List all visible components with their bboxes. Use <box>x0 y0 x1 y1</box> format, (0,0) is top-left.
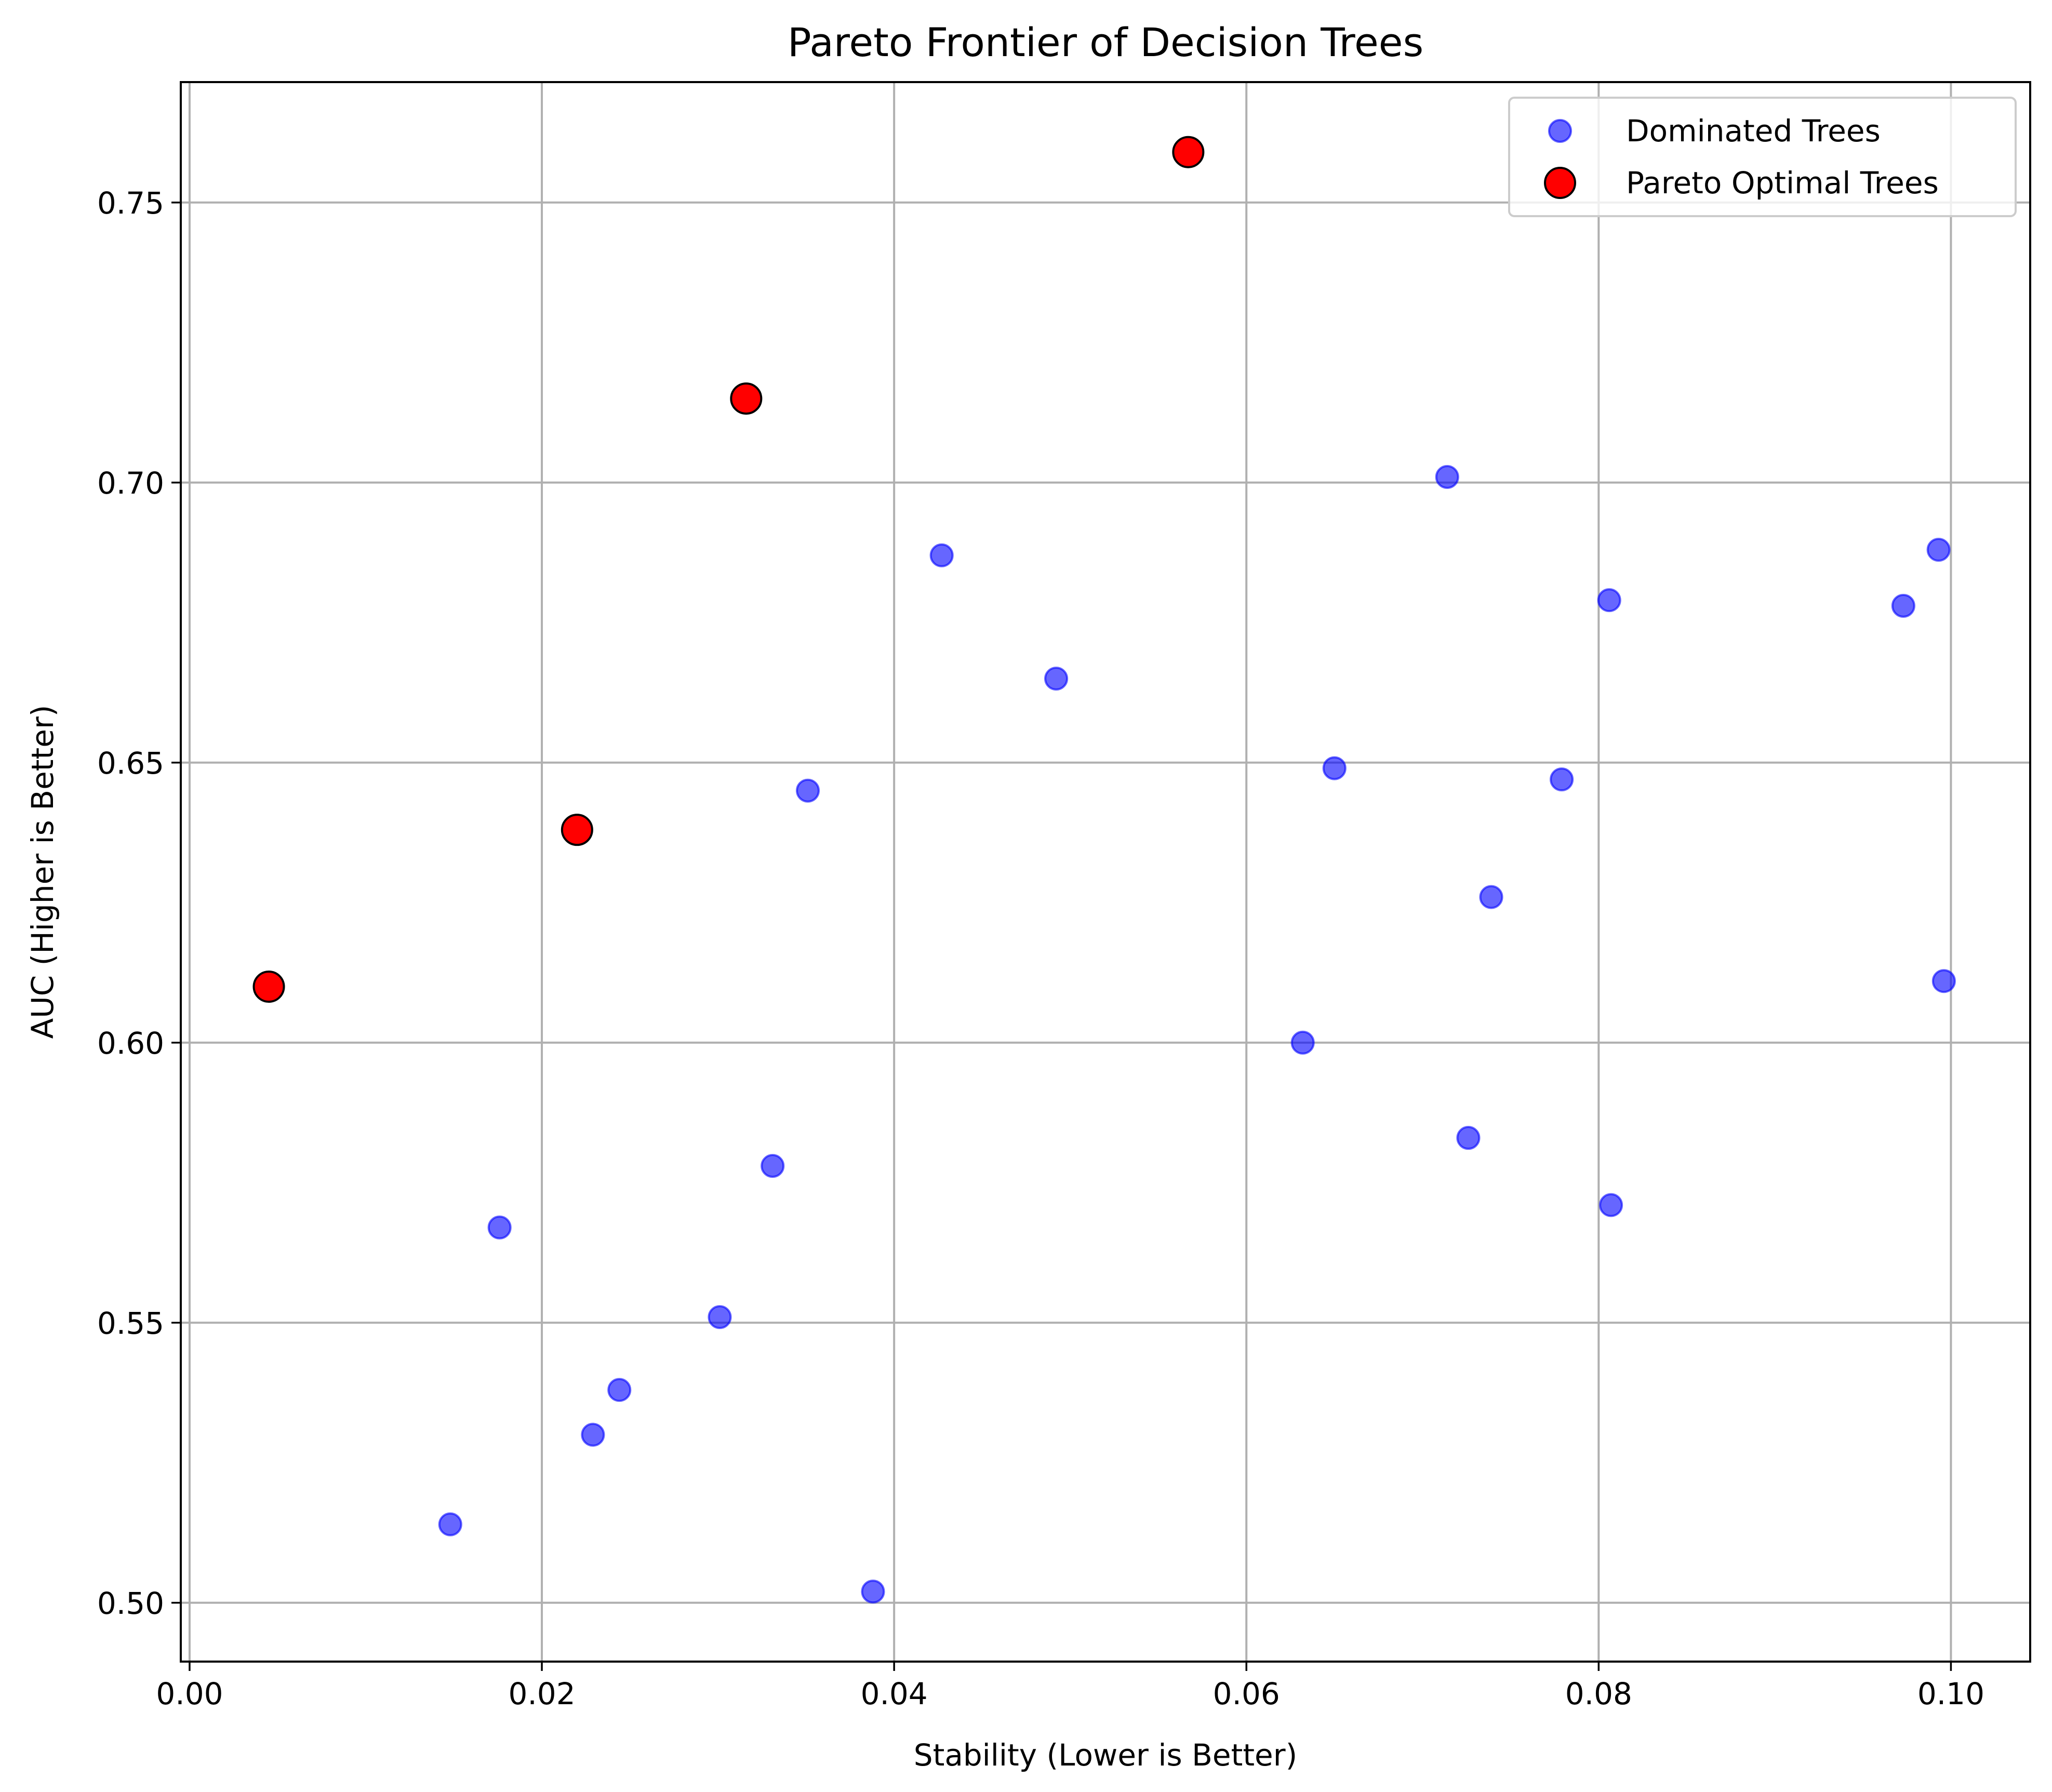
dominated-tree-point <box>861 1579 885 1604</box>
dominated-tree-point <box>487 1215 512 1240</box>
x-tick-label: 0.04 <box>861 1676 928 1711</box>
legend-box <box>1508 97 2017 217</box>
x-tick-label: 0.06 <box>1213 1676 1280 1711</box>
plot-frame <box>180 81 2031 1663</box>
dominated-tree-point <box>1931 969 1956 993</box>
grid-lines <box>181 82 2030 1662</box>
y-tick-label: 0.50 <box>97 1586 164 1621</box>
x-tick-label: 0.10 <box>1917 1676 1984 1711</box>
y-tick-label: 0.75 <box>97 185 164 221</box>
dominated-tree-point <box>929 543 954 567</box>
x-tick-label: 0.02 <box>508 1676 575 1711</box>
y-tick-label: 0.55 <box>97 1306 164 1341</box>
legend: Dominated Trees Pareto Optimal Trees <box>1508 97 2017 217</box>
pareto-optimal-tree-point <box>730 382 763 415</box>
y-axis-label: AUC (Higher is Better) <box>25 705 60 1039</box>
x-axis-label: Stability (Lower is Better) <box>914 1737 1297 1773</box>
dominated-tree-point <box>1597 588 1621 613</box>
y-tick-label: 0.70 <box>97 466 164 501</box>
pareto-optimal-tree-point <box>561 814 593 846</box>
dominated-tree-point <box>1479 885 1503 909</box>
y-axis-ticks: 0.50 0.55 0.60 0.65 0.70 0.75 <box>97 185 181 1621</box>
pareto-optimal-tree-point <box>252 970 285 1003</box>
dominated-tree-point <box>708 1305 732 1330</box>
dominated-tree-point <box>796 778 820 803</box>
dominated-tree-point <box>1926 538 1951 562</box>
x-tick-label: 0.08 <box>1565 1676 1632 1711</box>
dominated-tree-point <box>1456 1126 1481 1150</box>
dominated-tree-point <box>1435 465 1459 489</box>
pareto-optimal-tree-point <box>1172 136 1205 168</box>
x-axis-ticks: 0.00 0.02 0.04 0.06 0.08 0.10 <box>156 1662 1984 1711</box>
dominated-tree-point <box>607 1378 632 1402</box>
dominated-tree-point <box>1290 1030 1315 1055</box>
dominated-tree-point <box>438 1512 462 1536</box>
legend-label-dominated: Dominated Trees <box>1626 113 1881 149</box>
y-tick-label: 0.65 <box>97 746 164 781</box>
dominated-tree-point <box>581 1423 605 1447</box>
dominated-tree-point <box>1550 767 1574 792</box>
chart-title: Pareto Frontier of Decision Trees <box>788 19 1423 65</box>
dominated-tree-point <box>1044 667 1069 691</box>
data-points <box>252 136 1956 1604</box>
legend-marker-pareto <box>1544 167 1576 199</box>
dominated-tree-point <box>1891 593 1915 618</box>
y-tick-label: 0.60 <box>97 1026 164 1061</box>
dominated-tree-point <box>761 1153 785 1178</box>
legend-marker-dominated <box>1548 119 1572 143</box>
x-tick-label: 0.00 <box>156 1676 223 1711</box>
legend-label-pareto: Pareto Optimal Trees <box>1626 165 1939 201</box>
dominated-tree-point <box>1322 756 1347 780</box>
dominated-tree-point <box>1599 1193 1623 1217</box>
